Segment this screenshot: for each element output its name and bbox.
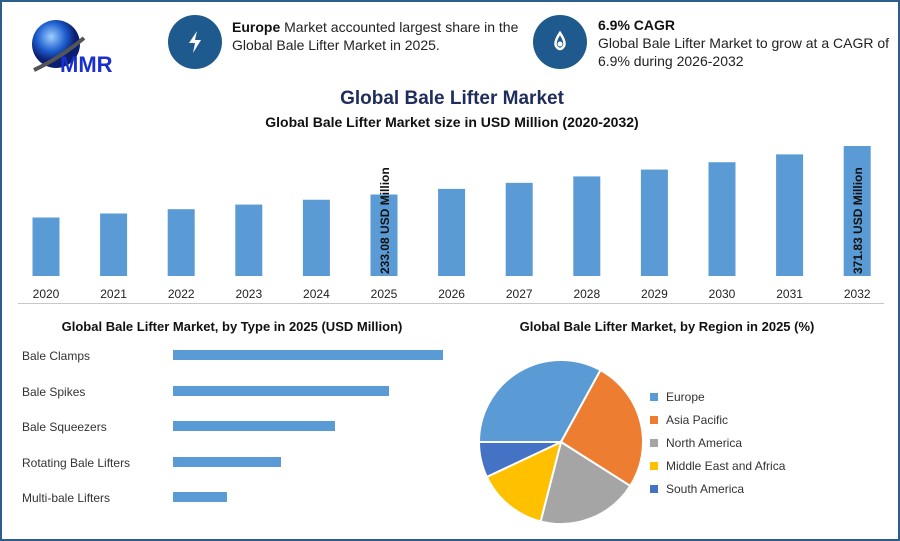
x-tick-label: 2030: [709, 287, 736, 301]
lightning-icon: [168, 15, 222, 69]
x-tick-label: 2029: [641, 287, 668, 301]
bar-2028: [573, 176, 601, 276]
bar-2024: [302, 199, 330, 276]
legend-label: North America: [666, 435, 743, 450]
data-label-2025: 233.08 USD Million: [378, 167, 392, 274]
type-bar: [173, 350, 443, 360]
x-tick-label: 2028: [573, 287, 600, 301]
type-chart-title: Global Bale Lifter Market, by Type in 20…: [61, 319, 403, 334]
legend-swatch: [650, 484, 658, 493]
region-chart-title: Global Bale Lifter Market, by Region in …: [519, 319, 815, 334]
bar-2023: [235, 204, 263, 276]
x-tick-label: 2032: [844, 287, 871, 301]
type-category-label: Bale Clamps: [22, 349, 91, 363]
legend-swatch: [650, 438, 658, 447]
logo-text: MMR: [60, 52, 113, 77]
pie-slice-middle-east-and-africa: [485, 440, 563, 523]
bar-2020: [32, 217, 60, 276]
x-tick-label: 2023: [235, 287, 262, 301]
pie-slice-north-america: [539, 440, 632, 525]
type-bar: [173, 421, 335, 431]
x-tick-label: 2022: [168, 287, 195, 301]
type-category-label: Bale Spikes: [22, 384, 86, 399]
bar-2021: [100, 213, 128, 276]
region-pie-chart: [477, 359, 644, 525]
type-bar: [173, 456, 281, 467]
x-tick-label: 2020: [33, 287, 60, 301]
legend-item: Asia Pacific: [650, 408, 785, 431]
legend-item: South America: [650, 477, 785, 500]
bar-2031: [776, 154, 804, 276]
legend-label: Middle East and Africa: [666, 458, 786, 473]
mmr-logo: MMR: [30, 18, 140, 80]
type-category-label: Bale Squeezers: [22, 420, 107, 434]
x-tick-label: 2025: [371, 287, 398, 301]
bar-2025: [370, 194, 398, 276]
x-tick-label: 2024: [303, 287, 330, 301]
legend-swatch: [650, 461, 658, 470]
x-tick-label: 2026: [438, 287, 465, 301]
divider: [18, 303, 884, 304]
data-label-2032: 371.83 USD Million: [851, 167, 865, 274]
legend-item: North America: [650, 431, 785, 454]
highlight-europe: Europe Market accounted largest share in…: [232, 19, 519, 53]
bar-2026: [438, 188, 466, 276]
type-bar-chart: Bale Clamps Bale Spikes Bale Squeezers Rota…: [2, 338, 462, 518]
bar-chart-title: Global Bale Lifter Market size in USD Mi…: [265, 114, 639, 130]
x-tick-label: 2027: [506, 287, 533, 301]
bar-2027: [505, 182, 533, 276]
pie-legend: Europe Asia Pacific North America Middle Ea…: [650, 385, 785, 500]
legend-swatch: [650, 415, 658, 424]
bar-2032: [843, 146, 871, 276]
bar-2030: [708, 162, 736, 276]
legend-item: Middle East and Africa: [650, 454, 785, 477]
type-bar: [173, 385, 389, 396]
highlight-cagr: 6.9% CAGR Global Bale Lifter Market to gr…: [598, 17, 890, 69]
pie-slice-south-america: [477, 441, 562, 479]
pie-slice-europe: [477, 359, 602, 443]
main-title: Global Bale Lifter Market: [340, 88, 564, 109]
growth-drop-icon: [533, 15, 587, 69]
legend-item: Europe: [650, 385, 785, 408]
legend-label: South America: [666, 481, 745, 496]
legend-label: Europe: [666, 389, 705, 404]
type-category-label: Rotating Bale Lifters: [22, 455, 131, 470]
market-size-bar-chart: 2020 2021 2022 2023 2024 2025 233.08 USD Milli…: [32, 146, 871, 301]
type-category-label: Multi-bale Lifters: [22, 491, 111, 505]
bar-2029: [640, 169, 668, 276]
x-tick-label: 2021: [100, 287, 127, 301]
legend-label: Asia Pacific: [666, 412, 729, 427]
pie-slice-asia-pacific: [559, 368, 644, 488]
legend-swatch: [650, 392, 658, 401]
bar-2022: [167, 209, 195, 276]
x-tick-label: 2031: [776, 287, 803, 301]
type-bar: [173, 492, 227, 502]
